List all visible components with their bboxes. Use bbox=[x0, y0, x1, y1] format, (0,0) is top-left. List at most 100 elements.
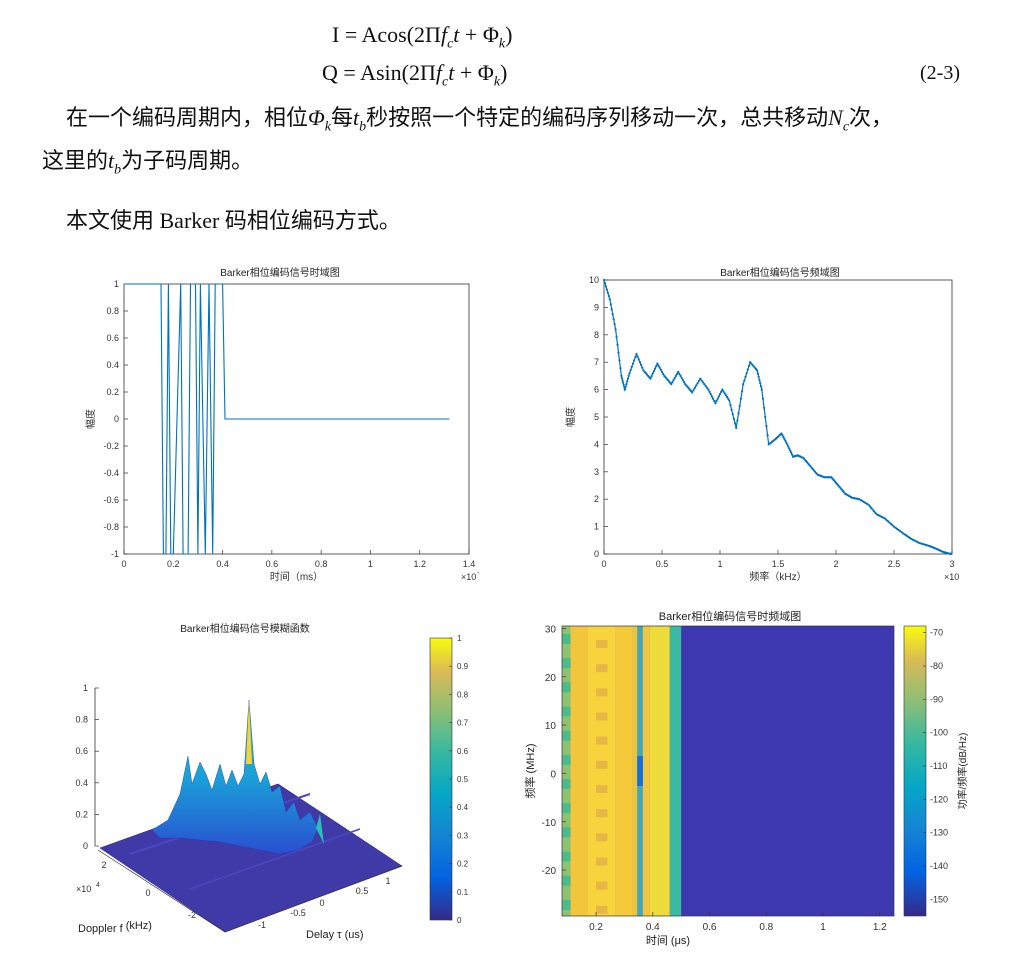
data-point bbox=[762, 406, 766, 409]
x-tick-label: 3 bbox=[949, 559, 954, 569]
data-point bbox=[740, 390, 744, 393]
data-point bbox=[673, 376, 676, 380]
data-point bbox=[885, 518, 888, 521]
surface-ridge bbox=[189, 828, 361, 890]
data-point bbox=[722, 390, 725, 393]
data-point bbox=[786, 443, 789, 446]
chart-title: Barker相位编码信号时频域图 bbox=[659, 609, 801, 623]
doppler-axis bbox=[97, 849, 226, 933]
colorbar-tick-label: -100 bbox=[930, 728, 948, 738]
heatmap-cell bbox=[596, 833, 608, 842]
data-point bbox=[868, 505, 871, 508]
data-point bbox=[675, 372, 679, 375]
data-point bbox=[892, 525, 896, 528]
colorbar-tick-label: -70 bbox=[930, 628, 943, 638]
colorbar-tick-label: -90 bbox=[930, 694, 943, 704]
data-point bbox=[784, 439, 787, 442]
data-point bbox=[622, 381, 625, 384]
data-point bbox=[710, 395, 713, 398]
data-point bbox=[894, 526, 897, 529]
data-point bbox=[785, 441, 788, 444]
data-point bbox=[789, 449, 792, 452]
y-tick-label: 0 bbox=[594, 549, 599, 559]
data-point bbox=[744, 375, 747, 378]
colorbar bbox=[903, 625, 927, 917]
heatmap-cell bbox=[596, 640, 608, 648]
doppler-tick-label: -2 bbox=[188, 910, 196, 920]
data-point bbox=[728, 399, 731, 402]
data-point bbox=[732, 417, 736, 420]
data-point bbox=[889, 522, 893, 525]
data-point bbox=[874, 511, 877, 514]
heatmap-column bbox=[669, 626, 682, 916]
paragraph-2: 本文使用 Barker 码相位编码方式。 bbox=[66, 208, 401, 233]
data-point bbox=[658, 366, 661, 369]
data-point bbox=[730, 408, 733, 411]
data-point bbox=[713, 399, 716, 403]
data-point bbox=[872, 509, 875, 513]
heatmap-cell bbox=[596, 785, 608, 793]
heatmap-cell bbox=[596, 857, 608, 866]
data-point bbox=[660, 370, 664, 373]
y-tick-label: -0.2 bbox=[103, 441, 119, 451]
data-point bbox=[693, 386, 696, 389]
heatmap-cell bbox=[562, 803, 571, 814]
heatmap-cell bbox=[562, 706, 571, 717]
data-point bbox=[636, 355, 639, 358]
chart-title: Barker相位编码信号时域图 bbox=[220, 266, 339, 279]
colorbar-tick-label: 0.4 bbox=[457, 803, 469, 812]
paragraph-line-1: 在一个编码周期内，相位Φk每tb秒按照一个特定的编码序列移动一次，总共移动Nc次… bbox=[66, 105, 894, 135]
colorbar-tick-label: 0 bbox=[457, 916, 462, 925]
data-point bbox=[724, 393, 727, 397]
data-point bbox=[738, 404, 741, 408]
y-tick-label: 2 bbox=[594, 494, 599, 504]
data-point bbox=[716, 397, 719, 400]
data-point bbox=[765, 425, 768, 428]
x-tick-label: 0 bbox=[601, 559, 606, 569]
data-point bbox=[700, 379, 703, 382]
data-point bbox=[897, 528, 900, 532]
data-point bbox=[747, 364, 751, 367]
data-point bbox=[745, 372, 748, 375]
x-exponent: ×10 bbox=[461, 572, 476, 582]
y-tick-label: -1 bbox=[111, 549, 119, 559]
data-point bbox=[950, 552, 953, 556]
data-point bbox=[641, 366, 644, 369]
data-point bbox=[717, 395, 720, 398]
colorbar-tick-label: 0.9 bbox=[457, 662, 469, 671]
colorbar-tick-label: -130 bbox=[930, 828, 948, 838]
data-point bbox=[758, 378, 761, 382]
data-point bbox=[735, 426, 738, 430]
data-point bbox=[788, 447, 791, 450]
data-point bbox=[729, 404, 732, 407]
colorbar-tick-label: -120 bbox=[930, 794, 948, 804]
data-point bbox=[696, 382, 699, 385]
delay-axis bbox=[224, 865, 403, 933]
y-axis-label: 幅度 bbox=[564, 407, 577, 427]
data-point bbox=[870, 506, 873, 509]
data-point bbox=[781, 434, 784, 437]
data-point bbox=[760, 388, 763, 391]
data-point bbox=[606, 291, 609, 294]
surface-main-peak bbox=[246, 700, 252, 764]
data-point bbox=[888, 521, 891, 524]
y-tick-label: 0.6 bbox=[106, 333, 119, 343]
data-point bbox=[682, 380, 686, 384]
surface-peaks bbox=[151, 699, 319, 855]
data-point bbox=[656, 362, 659, 365]
x-tick-label: 2 bbox=[833, 559, 838, 569]
data-point bbox=[720, 390, 723, 393]
colorbar-tick-label: -150 bbox=[930, 894, 948, 904]
data-point bbox=[791, 453, 794, 456]
data-point bbox=[627, 374, 630, 377]
heatmap-cell bbox=[562, 730, 571, 741]
delay-tick-label: -0.5 bbox=[290, 908, 306, 918]
delay-tick-label: 0 bbox=[319, 898, 324, 908]
delay-tick-label: 0.5 bbox=[356, 886, 369, 896]
heatmap-cell bbox=[596, 760, 608, 769]
data-point bbox=[605, 288, 608, 291]
x-axis-label: 时间 (μs) bbox=[646, 934, 690, 947]
y-axis-label: 频率 (MHz) bbox=[523, 744, 537, 799]
z-tick-label: 0.8 bbox=[75, 715, 88, 725]
data-point bbox=[691, 391, 694, 394]
